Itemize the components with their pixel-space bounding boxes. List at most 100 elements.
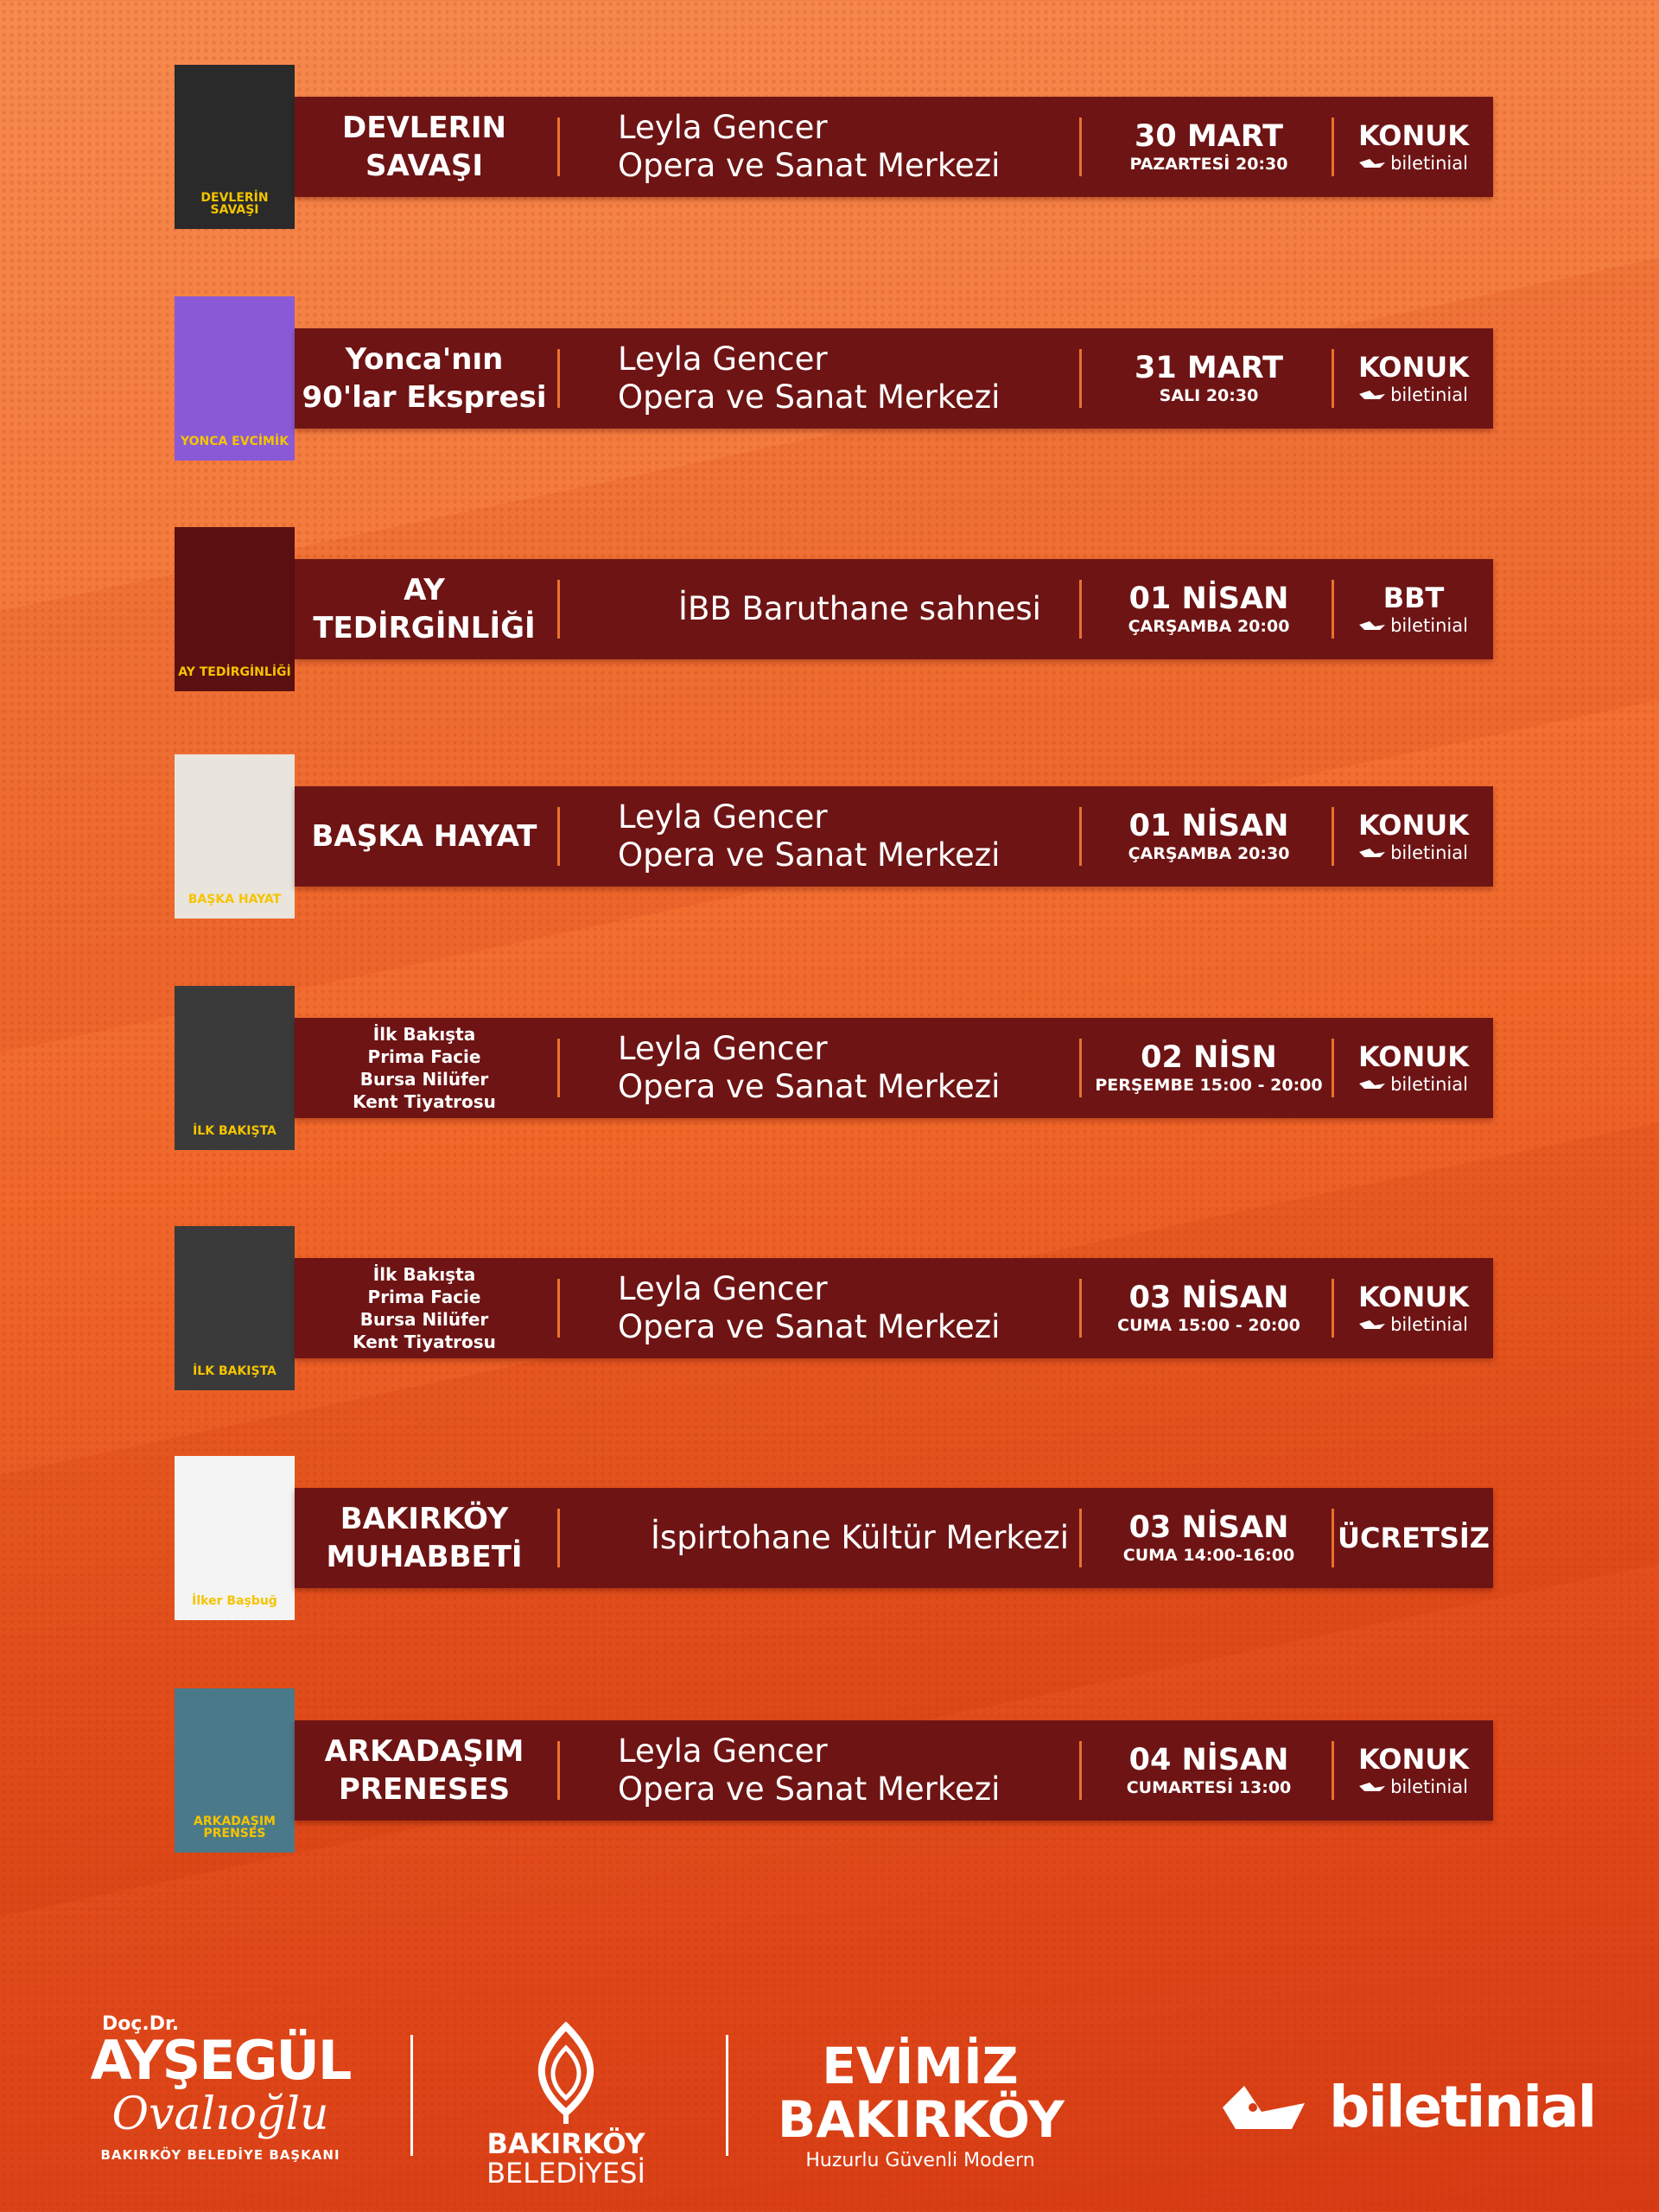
date-day: 01 NİSAN xyxy=(1128,809,1289,843)
event-title-line: Bursa Nilüfer xyxy=(359,1309,489,1330)
date-day: 04 NİSAN xyxy=(1128,1743,1289,1777)
mayor-last-name: Ovalıoğlu xyxy=(111,2088,329,2140)
biletinial-icon xyxy=(1359,1080,1386,1089)
event-bar: İlk Bakışta Prima Facie Bursa Nilüfer Kent … xyxy=(295,1018,1493,1118)
separator xyxy=(1332,807,1334,866)
event-bar: ARKADAŞIM PRENESES Leyla Gencer Opera ve S… xyxy=(295,1720,1493,1821)
separator xyxy=(1079,349,1082,408)
event-poster: BAŞKA HAYAT xyxy=(175,754,295,918)
date-time: ÇARŞAMBA 20:30 xyxy=(1128,844,1290,863)
biletinial-icon xyxy=(1359,1320,1386,1329)
municipality-logo: BAKIRKÖY BELEDİYESİ xyxy=(471,2021,661,2188)
event-row: YONCA EVCİMİK Yonca'nın 90'lar Ekspresi L… xyxy=(175,296,1493,461)
separator xyxy=(1332,1279,1334,1338)
biletinial-icon xyxy=(1359,159,1386,168)
poster-text: AY TEDİRGİNLİĞİ xyxy=(178,665,291,680)
venue-line: Leyla Gencer xyxy=(618,1030,828,1067)
poster-text: BAŞKA HAYAT xyxy=(188,893,282,907)
mayor-title: Doç.Dr. xyxy=(102,2013,180,2035)
event-venue: Leyla Gencer Opera ve Sanat Merkezi xyxy=(618,786,1102,887)
separator xyxy=(557,1279,560,1338)
ticket-brand: biletinial xyxy=(1390,1314,1468,1335)
event-poster: İLK BAKIŞTA xyxy=(175,1226,295,1390)
poster-text: İlker Başbuğ xyxy=(192,1594,277,1609)
event-date: 31 MART SALI 20:30 xyxy=(1084,328,1334,429)
event-bar: Yonca'nın 90'lar Ekspresi Leyla Gencer Ope… xyxy=(295,328,1493,429)
event-venue: Leyla Gencer Opera ve Sanat Merkezi xyxy=(618,1018,1102,1118)
event-bar: İlk Bakışta Prima Facie Bursa Nilüfer Kent … xyxy=(295,1258,1493,1358)
event-row: BAŞKA HAYAT BAŞKA HAYAT Leyla Gencer Oper… xyxy=(175,754,1493,918)
event-date: 30 MART PAZARTESİ 20:30 xyxy=(1084,97,1334,197)
event-poster: ARKADAŞIM PRENSES xyxy=(175,1688,295,1853)
event-title-line: MUHABBETİ xyxy=(326,1540,523,1574)
event-title: ARKADAŞIM PRENESES xyxy=(295,1720,554,1821)
event-title: DEVLERIN SAVAŞI xyxy=(295,97,554,197)
ticket-info[interactable]: KONUK biletinial xyxy=(1334,328,1493,429)
ticket-info[interactable]: ÜCRETSİZ xyxy=(1334,1488,1493,1588)
event-title: Yonca'nın 90'lar Ekspresi xyxy=(295,328,554,429)
separator xyxy=(557,1039,560,1097)
municipality-emblem-icon xyxy=(537,2021,594,2124)
event-poster: YONCA EVCİMİK xyxy=(175,296,295,461)
event-venue: Leyla Gencer Opera ve Sanat Merkezi xyxy=(618,1258,1102,1358)
event-bar: DEVLERIN SAVAŞI Leyla Gencer Opera ve Sana… xyxy=(295,97,1493,197)
event-venue: Leyla Gencer Opera ve Sanat Merkezi xyxy=(618,97,1102,197)
date-time: PAZARTESİ 20:30 xyxy=(1129,155,1288,174)
event-row: AY TEDİRGİNLİĞİ AY TEDİRGİNLİĞİ İBB Barut… xyxy=(175,527,1493,691)
separator xyxy=(557,1741,560,1800)
slogan-line2: BAKIRKÖY xyxy=(778,2090,1065,2149)
ticket-brand: biletinial xyxy=(1390,385,1468,405)
slogan-line1: EVİMİZ xyxy=(822,2037,1019,2095)
venue-line: Opera ve Sanat Merkezi xyxy=(618,1308,1001,1345)
mayor-role: BAKIRKÖY BELEDİYE BAŞKANI xyxy=(100,2147,340,2163)
event-poster: İLK BAKIŞTA xyxy=(175,986,295,1150)
ticket-brand: biletinial xyxy=(1390,842,1468,863)
event-title: BAKIRKÖY MUHABBETİ xyxy=(295,1488,554,1588)
date-day: 03 NİSAN xyxy=(1128,1281,1289,1315)
biletinial-text: biletinial xyxy=(1329,2074,1597,2140)
ticket-brand: biletinial xyxy=(1390,615,1468,636)
ticket-info[interactable]: BBT biletinial xyxy=(1334,559,1493,659)
venue-line: Opera ve Sanat Merkezi xyxy=(618,1770,1001,1808)
separator xyxy=(1079,118,1082,176)
mayor-logo: Doç.Dr. AYŞEGÜL Ovalıoğlu BAKIRKÖY BELED… xyxy=(86,2013,354,2163)
venue-line: Leyla Gencer xyxy=(618,1732,828,1770)
venue-line: İBB Baruthane sahnesi xyxy=(678,590,1041,627)
event-date: 03 NİSAN CUMA 14:00-16:00 xyxy=(1084,1488,1334,1588)
poster-text: ARKADAŞIM PRENSES xyxy=(194,1814,276,1841)
ticket-label: KONUK xyxy=(1357,119,1470,152)
ticket-info[interactable]: KONUK biletinial xyxy=(1334,97,1493,197)
separator xyxy=(557,807,560,866)
separator xyxy=(1079,1741,1082,1800)
poster-text: YONCA EVCİMİK xyxy=(180,435,289,449)
separator xyxy=(1079,807,1082,866)
event-title-line: TEDİRGİNLİĞİ xyxy=(313,611,536,645)
separator xyxy=(557,1509,560,1567)
date-time: SALI 20:30 xyxy=(1159,386,1259,405)
event-title-line: İlk Bakışta xyxy=(372,1264,476,1285)
separator xyxy=(1332,1509,1334,1567)
biletinial-icon xyxy=(1359,391,1386,399)
event-title: BAŞKA HAYAT xyxy=(295,786,554,887)
event-title: İlk Bakışta Prima Facie Bursa Nilüfer Kent … xyxy=(295,1018,554,1118)
separator xyxy=(1079,1279,1082,1338)
poster-text: DEVLERİN SAVAŞI xyxy=(200,190,269,218)
venue-line: Leyla Gencer xyxy=(618,340,828,378)
date-day: 31 MART xyxy=(1134,351,1284,385)
ticket-info[interactable]: KONUK biletinial xyxy=(1334,786,1493,887)
separator xyxy=(1332,1741,1334,1800)
slogan: EVİMİZ BAKIRKÖY Huzurlu Güvenli Modern xyxy=(778,2037,1065,2171)
separator xyxy=(1079,580,1082,639)
event-poster: DEVLERİN SAVAŞI xyxy=(175,65,295,229)
ticket-info[interactable]: KONUK biletinial xyxy=(1334,1720,1493,1821)
mayor-first-name: AYŞEGÜL xyxy=(90,2029,353,2092)
event-title-line: BAŞKA HAYAT xyxy=(311,819,537,854)
ticket-info[interactable]: KONUK biletinial xyxy=(1334,1018,1493,1118)
separator xyxy=(1332,118,1334,176)
separator xyxy=(1079,1509,1082,1567)
date-time: PERŞEMBE 15:00 - 20:00 xyxy=(1095,1076,1323,1095)
separator xyxy=(557,349,560,408)
event-venue: Leyla Gencer Opera ve Sanat Merkezi xyxy=(618,1720,1102,1821)
ticket-info[interactable]: KONUK biletinial xyxy=(1334,1258,1493,1358)
ticket-label: KONUK xyxy=(1357,351,1470,384)
